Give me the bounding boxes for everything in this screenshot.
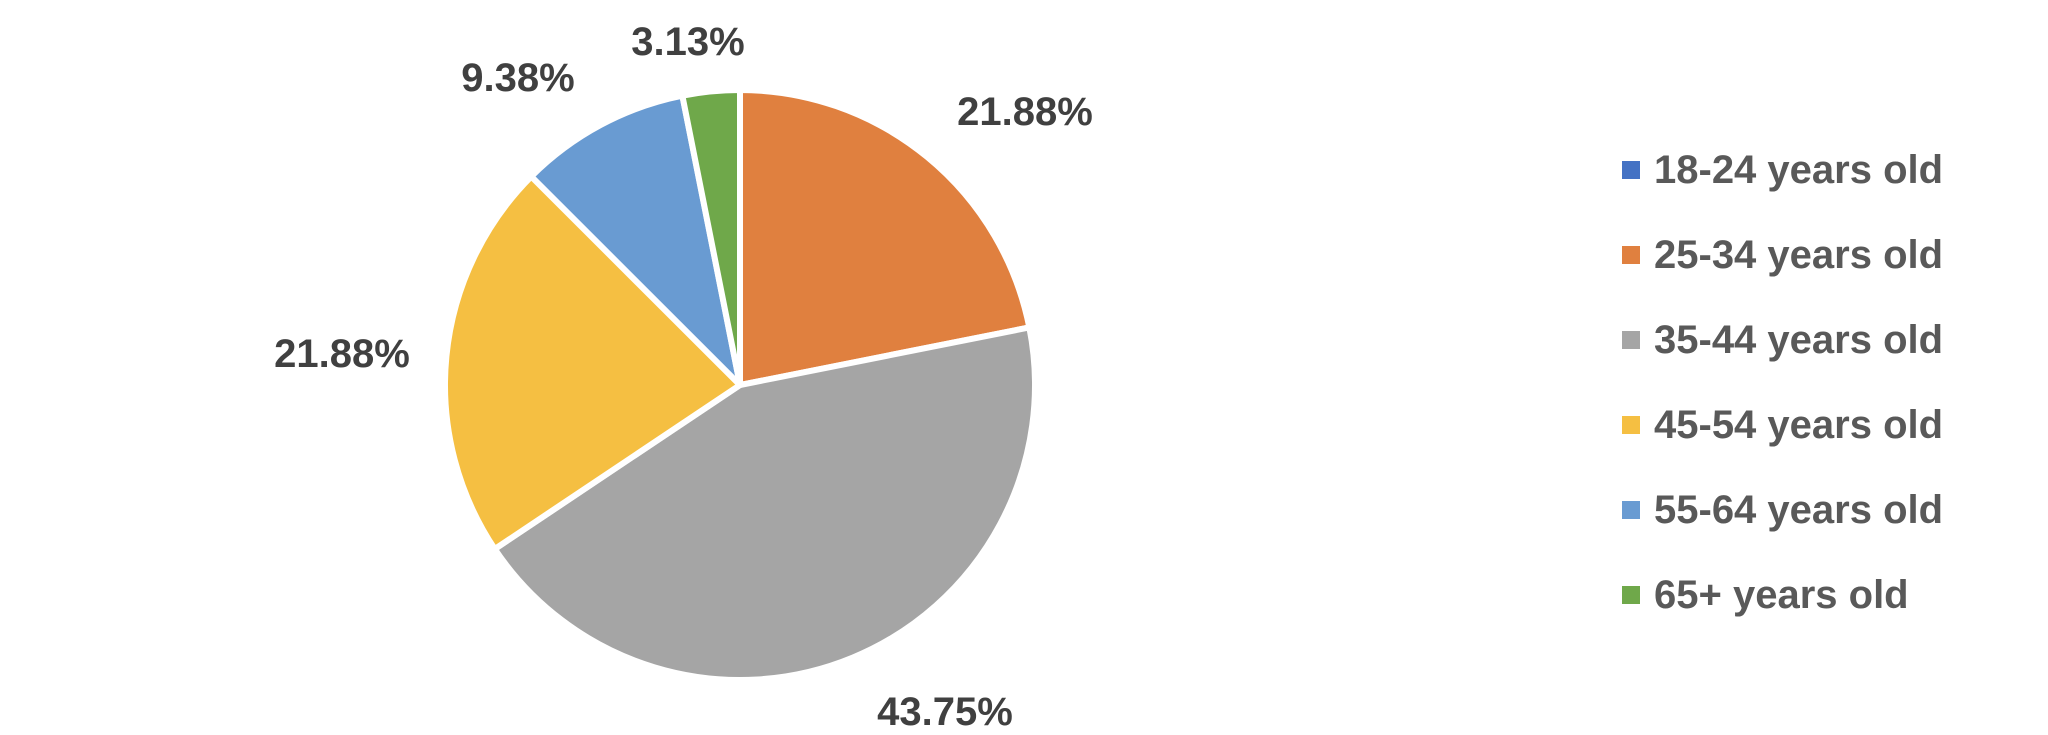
legend-item-55-64-years-old: 55-64 years old (1622, 488, 1943, 532)
data-label-55-64-years-old: 9.38% (461, 56, 574, 100)
slice-35-44-years-old (491, 324, 1038, 683)
legend-item-18-24-years-old: 18-24 years old (1622, 148, 1943, 192)
slice-25-34-years-old (737, 87, 1033, 388)
data-label-65plus-years-old: 3.13% (631, 20, 744, 64)
slice-45-54-years-old (442, 173, 743, 553)
legend-swatch-65plus-years-old (1622, 586, 1640, 604)
legend-swatch-25-34-years-old (1622, 246, 1640, 264)
legend-swatch-35-44-years-old (1622, 331, 1640, 349)
data-label-25-34-years-old: 21.88% (957, 90, 1093, 134)
data-label-35-44-years-old: 43.75% (877, 690, 1013, 734)
legend-swatch-45-54-years-old (1622, 416, 1640, 434)
slice-55-64-years-old (528, 92, 743, 388)
legend-label-55-64-years-old: 55-64 years old (1654, 488, 1943, 532)
slice-65plus-years-old (679, 87, 743, 388)
data-label-45-54-years-old: 21.88% (274, 332, 410, 376)
data-labels: 21.88% 43.75% 21.88% 9.38% 3.13% (274, 20, 1093, 734)
legend-swatch-55-64-years-old (1622, 501, 1640, 519)
legend-label-18-24-years-old: 18-24 years old (1654, 148, 1943, 192)
legend-label-45-54-years-old: 45-54 years old (1654, 403, 1943, 447)
legend-item-65plus-years-old: 65+ years old (1622, 573, 1909, 617)
legend-item-45-54-years-old: 45-54 years old (1622, 403, 1943, 447)
legend-item-35-44-years-old: 35-44 years old (1622, 318, 1943, 362)
legend-item-25-34-years-old: 25-34 years old (1622, 233, 1943, 277)
legend-label-35-44-years-old: 35-44 years old (1654, 318, 1943, 362)
legend-swatch-18-24-years-old (1622, 161, 1640, 179)
legend: 18-24 years old 25-34 years old 35-44 year… (1622, 148, 1943, 617)
legend-label-25-34-years-old: 25-34 years old (1654, 233, 1943, 277)
pie-slices (442, 87, 1038, 683)
legend-label-65plus-years-old: 65+ years old (1654, 573, 1909, 617)
